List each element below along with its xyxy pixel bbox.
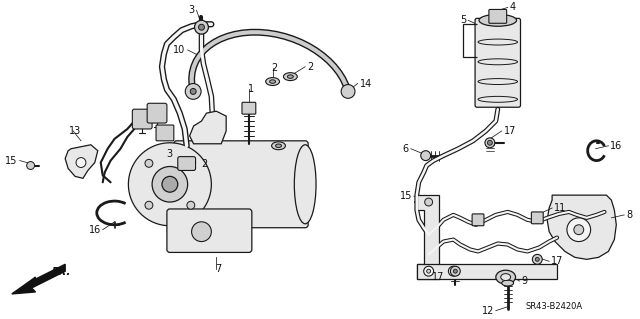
Text: 11: 11 (554, 203, 566, 213)
Text: SR43-B2420A: SR43-B2420A (525, 302, 582, 311)
Text: 2: 2 (307, 62, 314, 72)
Circle shape (427, 269, 431, 273)
Text: 5: 5 (460, 15, 466, 25)
Circle shape (190, 88, 196, 94)
Circle shape (198, 24, 204, 30)
FancyBboxPatch shape (531, 212, 543, 224)
Text: 10: 10 (173, 45, 186, 55)
Text: 2: 2 (271, 63, 278, 73)
FancyBboxPatch shape (242, 102, 256, 114)
Ellipse shape (184, 159, 196, 167)
Text: 4: 4 (509, 3, 516, 12)
Circle shape (451, 266, 460, 276)
Text: 17: 17 (432, 272, 444, 282)
Text: 15: 15 (5, 156, 18, 166)
Circle shape (488, 140, 492, 145)
Circle shape (535, 257, 540, 261)
Circle shape (341, 85, 355, 98)
Circle shape (145, 160, 153, 167)
Text: 14: 14 (360, 78, 372, 89)
FancyBboxPatch shape (174, 141, 308, 228)
Ellipse shape (500, 274, 511, 281)
Ellipse shape (496, 270, 516, 284)
Text: 13: 13 (69, 126, 81, 136)
Text: 8: 8 (626, 210, 632, 220)
Circle shape (425, 198, 433, 206)
Circle shape (145, 201, 153, 209)
Circle shape (485, 138, 495, 148)
Text: 16: 16 (611, 141, 623, 151)
FancyBboxPatch shape (132, 109, 152, 129)
FancyBboxPatch shape (178, 157, 196, 170)
Text: 16: 16 (88, 225, 100, 235)
Text: 2: 2 (202, 159, 208, 168)
Circle shape (567, 218, 591, 241)
FancyBboxPatch shape (475, 18, 520, 107)
Circle shape (76, 158, 86, 167)
Text: FR.: FR. (51, 267, 71, 277)
Text: 9: 9 (522, 276, 527, 286)
Circle shape (162, 176, 178, 192)
Text: 7: 7 (215, 264, 221, 274)
Ellipse shape (287, 75, 293, 78)
Polygon shape (417, 195, 438, 279)
Text: 3: 3 (166, 149, 173, 159)
Ellipse shape (266, 78, 280, 85)
Text: 3: 3 (188, 5, 195, 15)
Circle shape (187, 201, 195, 209)
Circle shape (152, 167, 188, 202)
Circle shape (574, 225, 584, 235)
Text: 17: 17 (551, 256, 563, 266)
Polygon shape (189, 111, 226, 144)
Circle shape (185, 84, 201, 99)
Ellipse shape (187, 161, 192, 164)
Polygon shape (65, 145, 98, 178)
FancyBboxPatch shape (147, 103, 167, 123)
Ellipse shape (294, 145, 316, 224)
Ellipse shape (284, 73, 298, 81)
Circle shape (420, 151, 431, 160)
Circle shape (129, 143, 211, 226)
Ellipse shape (502, 280, 513, 286)
Circle shape (532, 254, 542, 264)
FancyBboxPatch shape (167, 209, 252, 252)
FancyBboxPatch shape (472, 214, 484, 226)
FancyBboxPatch shape (156, 125, 174, 141)
Text: 17: 17 (504, 126, 516, 136)
Circle shape (27, 161, 35, 169)
Text: 6: 6 (403, 144, 409, 154)
Polygon shape (12, 264, 65, 294)
Ellipse shape (276, 144, 282, 147)
Polygon shape (417, 264, 557, 279)
Ellipse shape (269, 80, 276, 83)
Text: 1: 1 (248, 85, 254, 94)
Circle shape (195, 20, 209, 34)
Ellipse shape (271, 142, 285, 150)
Circle shape (449, 266, 458, 276)
Circle shape (453, 269, 458, 273)
Polygon shape (547, 195, 616, 259)
Ellipse shape (479, 14, 516, 26)
Circle shape (191, 222, 211, 241)
Text: 15: 15 (399, 191, 412, 201)
Circle shape (187, 160, 195, 167)
Text: 12: 12 (481, 306, 494, 316)
Circle shape (424, 266, 433, 276)
FancyBboxPatch shape (489, 10, 507, 23)
Circle shape (451, 269, 455, 273)
